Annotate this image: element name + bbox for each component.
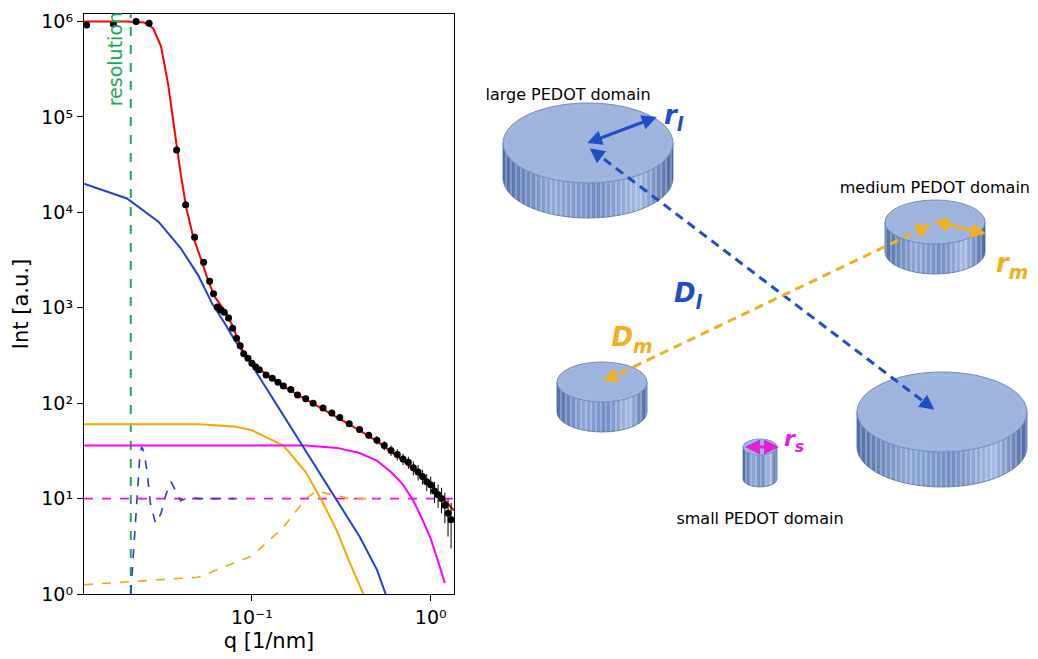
svg-text:10⁻¹: 10⁻¹ [231,606,273,628]
svg-text:large PEDOT domain: large PEDOT domain [485,85,650,104]
svg-text:Int [a.u.]: Int [a.u.] [9,259,33,349]
svg-text:10⁶: 10⁶ [41,10,73,32]
svg-text:rl: rl [664,100,684,135]
svg-text:Dl: Dl [674,278,703,313]
svg-text:10²: 10² [41,392,73,414]
svg-text:q [1/nm]: q [1/nm] [224,629,315,653]
svg-text:10¹: 10¹ [41,487,73,509]
svg-text:small PEDOT domain: small PEDOT domain [676,509,843,528]
svg-text:medium PEDOT domain: medium PEDOT domain [840,178,1030,197]
svg-text:resolution: resolution [104,12,126,106]
svg-text:Dm: Dm [611,322,652,357]
svg-text:10⁰: 10⁰ [415,606,447,628]
svg-text:rs: rs [784,426,804,456]
svg-text:10³: 10³ [41,296,73,318]
svg-text:10⁴: 10⁴ [41,201,73,223]
svg-text:10⁵: 10⁵ [41,106,73,128]
svg-text:10⁰: 10⁰ [41,583,73,605]
svg-text:rm: rm [996,248,1028,283]
